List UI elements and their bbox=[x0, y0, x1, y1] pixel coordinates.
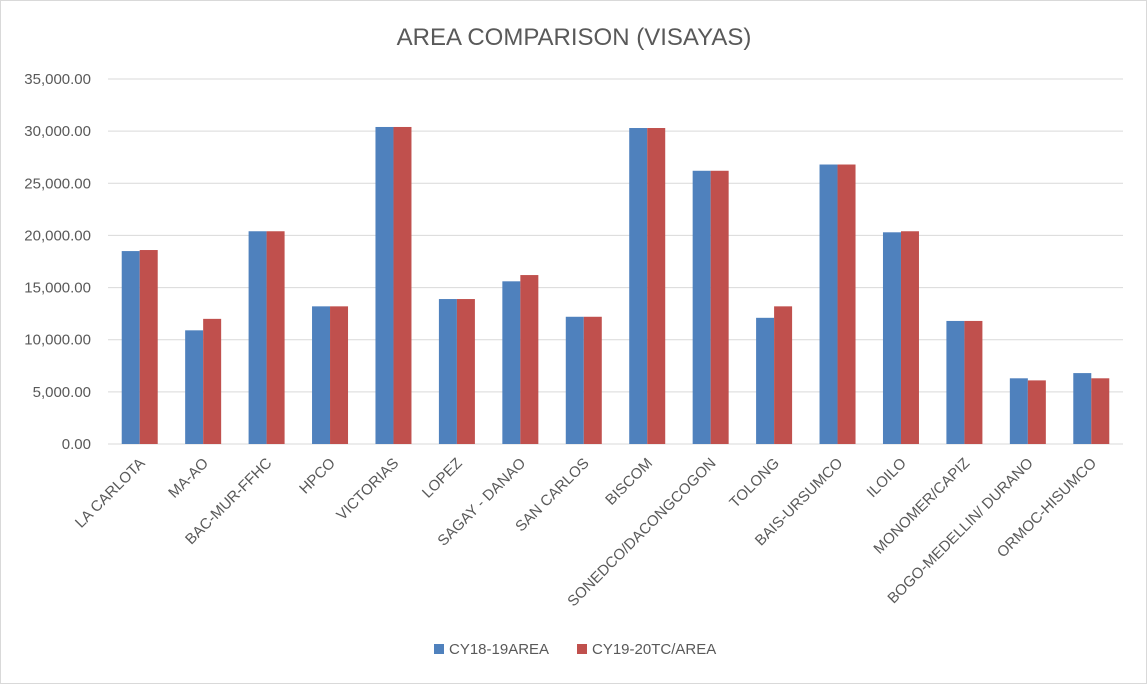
y-tick-label: 0.00 bbox=[62, 436, 91, 453]
bar-cy19-20 bbox=[710, 170, 729, 444]
bar-cy19-20 bbox=[837, 164, 856, 444]
bar-cy18-19 bbox=[185, 330, 204, 444]
y-axis-ticks: 0.00 5,000.00 10,000.00 15,000.00 20,000.00 2… bbox=[24, 71, 91, 453]
y-tick-label: 5,000.00 bbox=[33, 384, 91, 401]
bar-cy19-20 bbox=[774, 306, 793, 444]
bar-cy18-19 bbox=[692, 170, 711, 444]
bar-cy18-19 bbox=[1009, 378, 1028, 444]
bar-cy18-19 bbox=[248, 231, 267, 444]
bar-cy19-20 bbox=[330, 306, 349, 444]
legend-label: CY18-19AREA bbox=[449, 641, 549, 658]
y-tick-label: 25,000.00 bbox=[24, 175, 91, 192]
y-tick-label: 10,000.00 bbox=[24, 332, 91, 349]
x-tick-label: TOLONG bbox=[726, 455, 783, 512]
x-tick-label: LOPEZ bbox=[419, 455, 466, 502]
y-tick-label: 30,000.00 bbox=[24, 123, 91, 140]
bar-cy18-19 bbox=[629, 128, 648, 444]
bar-cy19-20 bbox=[139, 250, 158, 444]
bar-cy19-20 bbox=[203, 318, 222, 444]
bar-cy18-19 bbox=[1073, 373, 1092, 444]
bar-cy18-19 bbox=[565, 316, 584, 444]
bar-cy19-20 bbox=[456, 299, 475, 444]
legend-label: CY19-20TC/AREA bbox=[592, 641, 716, 658]
bar-cy19-20 bbox=[900, 231, 919, 444]
bar-cy19-20 bbox=[1091, 378, 1110, 444]
y-tick-label: 20,000.00 bbox=[24, 227, 91, 244]
bar-cy18-19 bbox=[882, 232, 901, 444]
x-tick-label: HPCO bbox=[296, 455, 339, 498]
bar-cy18-19 bbox=[121, 251, 140, 444]
bar-cy18-19 bbox=[312, 306, 331, 444]
bar-cy19-20 bbox=[393, 126, 412, 444]
bar-cy18-19 bbox=[502, 281, 521, 444]
bar-cy19-20 bbox=[266, 231, 285, 444]
bar-cy18-19 bbox=[438, 299, 457, 444]
chart-title: AREA COMPARISON (VISAYAS) bbox=[397, 24, 752, 51]
legend-swatch bbox=[577, 644, 587, 654]
y-tick-label: 15,000.00 bbox=[24, 280, 91, 297]
bar-cy18-19 bbox=[946, 320, 965, 444]
bar-cy19-20 bbox=[647, 128, 666, 444]
bar-cy19-20 bbox=[583, 316, 602, 444]
x-tick-label: MA-AO bbox=[165, 455, 212, 502]
bars bbox=[121, 126, 1110, 444]
bar-cy18-19 bbox=[819, 164, 838, 444]
bar-cy18-19 bbox=[756, 317, 775, 444]
legend-swatch bbox=[434, 644, 444, 654]
x-tick-label: VICTORIAS bbox=[333, 455, 402, 524]
x-tick-label: ILOILO bbox=[864, 455, 910, 501]
bar-cy18-19 bbox=[375, 126, 394, 444]
legend: CY18-19AREA CY19-20TC/AREA bbox=[434, 641, 716, 658]
y-tick-label: 35,000.00 bbox=[24, 71, 91, 88]
bar-cy19-20 bbox=[1027, 380, 1046, 444]
bar-cy19-20 bbox=[520, 275, 539, 444]
bar-cy19-20 bbox=[964, 320, 983, 444]
x-tick-label: BISCOM bbox=[602, 455, 656, 509]
x-tick-label: LA CARLOTA bbox=[72, 455, 149, 532]
